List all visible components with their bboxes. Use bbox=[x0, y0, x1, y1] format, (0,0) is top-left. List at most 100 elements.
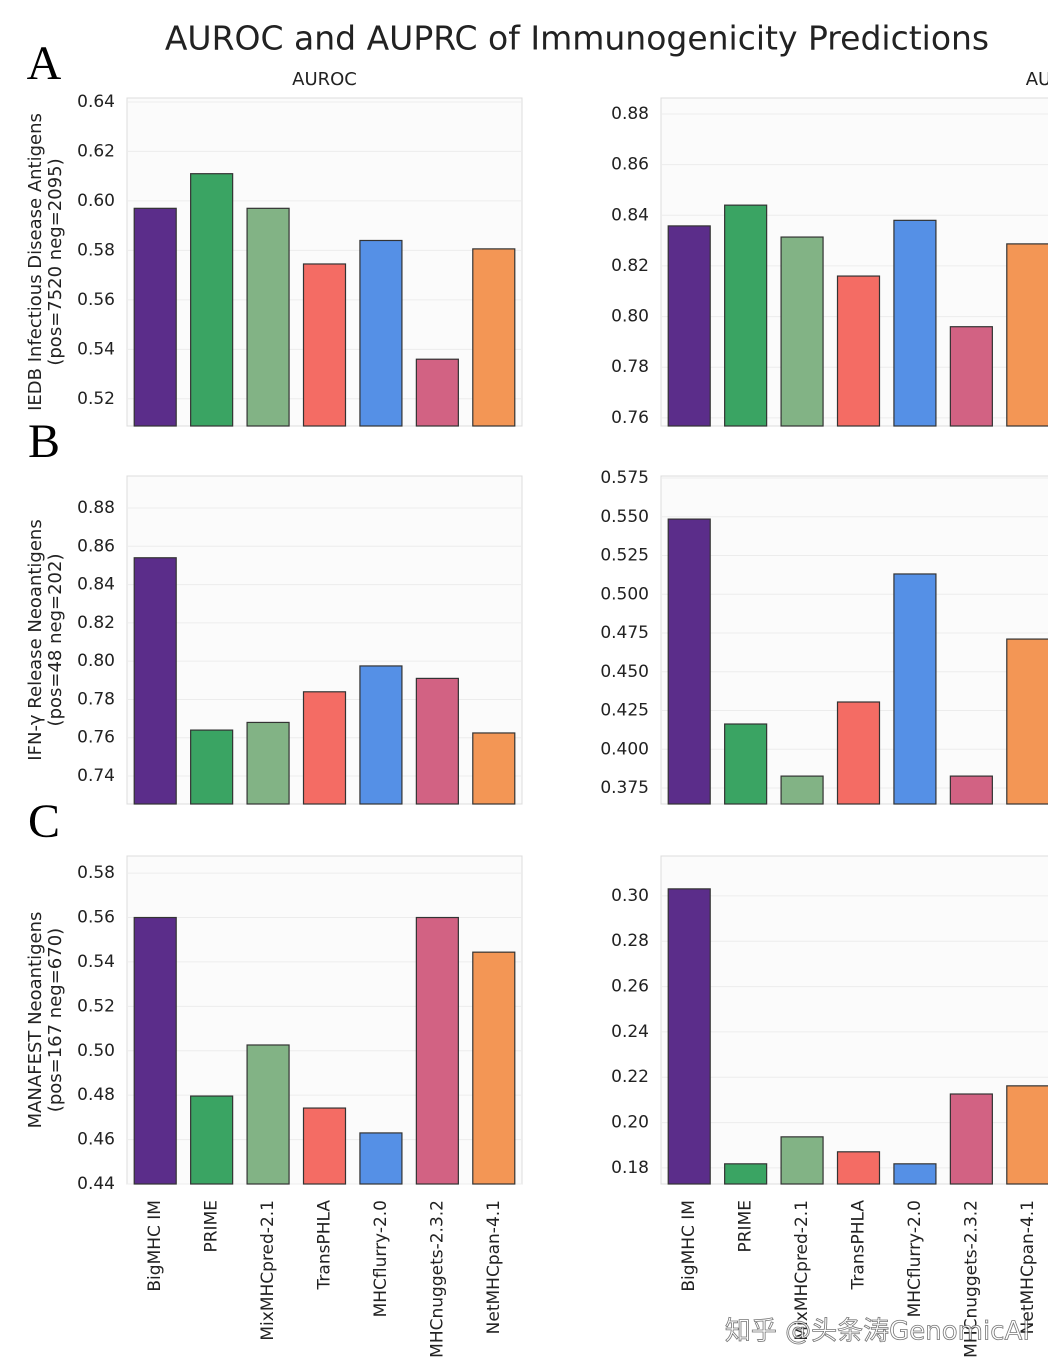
bar bbox=[893, 573, 937, 805]
y-tick-label: 0.86 bbox=[77, 536, 115, 556]
bar bbox=[949, 326, 993, 427]
bar bbox=[472, 732, 516, 805]
y-tick-label: 0.54 bbox=[77, 339, 115, 359]
y-tick-label: 0.56 bbox=[77, 290, 115, 310]
bar bbox=[190, 173, 234, 427]
y-tick-label: 0.58 bbox=[77, 240, 115, 260]
y-tick-label: 0.50 bbox=[77, 1041, 115, 1061]
bar bbox=[133, 916, 177, 1185]
y-tick-label: 0.375 bbox=[600, 778, 649, 798]
y-tick-label: 0.82 bbox=[77, 613, 115, 633]
y-tick-label: 0.84 bbox=[611, 205, 649, 225]
y-tick-label: 0.22 bbox=[611, 1067, 649, 1087]
bar bbox=[949, 775, 993, 805]
y-tick-label: 0.60 bbox=[77, 191, 115, 211]
bar bbox=[302, 263, 347, 427]
bar bbox=[246, 207, 290, 427]
panel-letter: A bbox=[27, 37, 62, 90]
y-tick-label: 0.575 bbox=[600, 468, 649, 488]
y-axis-label: (pos=7520 neg=2095) bbox=[45, 158, 66, 365]
watermark: 知乎 @头条涛GenomicAI bbox=[725, 1317, 1030, 1347]
y-axis-label: (pos=167 neg=670) bbox=[45, 928, 66, 1112]
x-tick-label: PRIME bbox=[202, 1200, 222, 1253]
bar bbox=[893, 219, 937, 427]
y-axis-label: IFN-γ Release Neoantigens bbox=[25, 519, 46, 760]
y-tick-label: 0.56 bbox=[77, 908, 115, 928]
y-tick-label: 0.76 bbox=[611, 408, 649, 428]
y-tick-label: 0.450 bbox=[600, 662, 649, 682]
panel-letter: B bbox=[28, 415, 60, 468]
panel-letter: C bbox=[28, 795, 60, 848]
y-tick-label: 0.46 bbox=[77, 1130, 115, 1150]
column-title: AUROC bbox=[292, 69, 357, 90]
x-tick-label: MixMHCpred-2.1 bbox=[258, 1200, 278, 1341]
y-tick-label: 0.30 bbox=[611, 886, 649, 906]
y-tick-label: 0.500 bbox=[600, 584, 649, 604]
bar bbox=[836, 1151, 881, 1185]
y-tick-label: 0.58 bbox=[77, 863, 115, 883]
y-tick-label: 0.20 bbox=[611, 1113, 649, 1133]
y-tick-label: 0.550 bbox=[600, 507, 649, 527]
bar bbox=[1006, 638, 1048, 805]
bar bbox=[780, 1136, 824, 1185]
bar bbox=[1006, 1085, 1048, 1185]
y-tick-label: 0.64 bbox=[77, 92, 115, 112]
y-tick-label: 0.28 bbox=[611, 931, 649, 951]
y-tick-label: 0.24 bbox=[611, 1022, 649, 1042]
x-tick-label: PRIME bbox=[736, 1200, 756, 1253]
bar bbox=[246, 1044, 290, 1185]
y-tick-label: 0.86 bbox=[611, 155, 649, 175]
y-tick-label: 0.52 bbox=[77, 389, 115, 409]
y-tick-label: 0.54 bbox=[77, 952, 115, 972]
y-axis-label: MANAFEST Neoantigens bbox=[25, 912, 46, 1129]
bar bbox=[190, 729, 234, 805]
y-tick-label: 0.400 bbox=[600, 739, 649, 759]
bar bbox=[415, 916, 459, 1185]
bar bbox=[472, 951, 516, 1185]
bar bbox=[724, 1163, 768, 1185]
y-tick-label: 0.80 bbox=[77, 651, 115, 671]
y-axis-label: IEDB Infectious Disease Antigens bbox=[25, 113, 46, 411]
x-tick-label: MHCflurry-2.0 bbox=[371, 1200, 391, 1317]
x-tick-label: MHCnuggets-2.3.2 bbox=[961, 1200, 981, 1358]
y-tick-label: 0.88 bbox=[611, 104, 649, 124]
bar bbox=[133, 557, 177, 805]
bar bbox=[246, 721, 290, 805]
y-tick-label: 0.475 bbox=[600, 623, 649, 643]
bar bbox=[667, 225, 711, 427]
y-tick-label: 0.78 bbox=[611, 357, 649, 377]
y-tick-label: 0.44 bbox=[77, 1174, 115, 1194]
y-tick-label: 0.74 bbox=[77, 766, 115, 786]
bar bbox=[359, 239, 403, 427]
bar bbox=[949, 1093, 993, 1185]
bar bbox=[190, 1095, 234, 1185]
bar bbox=[667, 518, 711, 805]
y-axis-label: (pos=48 neg=202) bbox=[45, 554, 66, 727]
bar bbox=[724, 204, 768, 427]
x-tick-label: MHCnuggets-2.3.2 bbox=[427, 1200, 447, 1358]
y-tick-label: 0.88 bbox=[77, 498, 115, 518]
y-tick-label: 0.525 bbox=[600, 546, 649, 566]
y-tick-label: 0.62 bbox=[77, 141, 115, 161]
bar bbox=[472, 248, 516, 427]
bar bbox=[1006, 243, 1048, 427]
bar bbox=[133, 207, 177, 427]
y-tick-label: 0.425 bbox=[600, 701, 649, 721]
bar bbox=[780, 775, 824, 805]
column-title: AUPRC bbox=[1026, 69, 1048, 90]
y-tick-label: 0.26 bbox=[611, 977, 649, 997]
bar bbox=[724, 723, 768, 805]
bar bbox=[893, 1163, 937, 1185]
bar bbox=[415, 677, 459, 805]
bar bbox=[302, 691, 347, 805]
x-tick-label: TransPHLA bbox=[315, 1200, 335, 1291]
x-tick-label: BigMHC IM bbox=[145, 1200, 165, 1292]
bar bbox=[836, 275, 881, 427]
y-tick-label: 0.84 bbox=[77, 575, 115, 595]
x-tick-label: BigMHC IM bbox=[679, 1200, 699, 1292]
x-tick-label: MixMHCpred-2.1 bbox=[792, 1200, 812, 1341]
x-tick-label: MHCflurry-2.0 bbox=[905, 1200, 925, 1317]
y-tick-label: 0.76 bbox=[77, 728, 115, 748]
bar bbox=[836, 701, 881, 805]
